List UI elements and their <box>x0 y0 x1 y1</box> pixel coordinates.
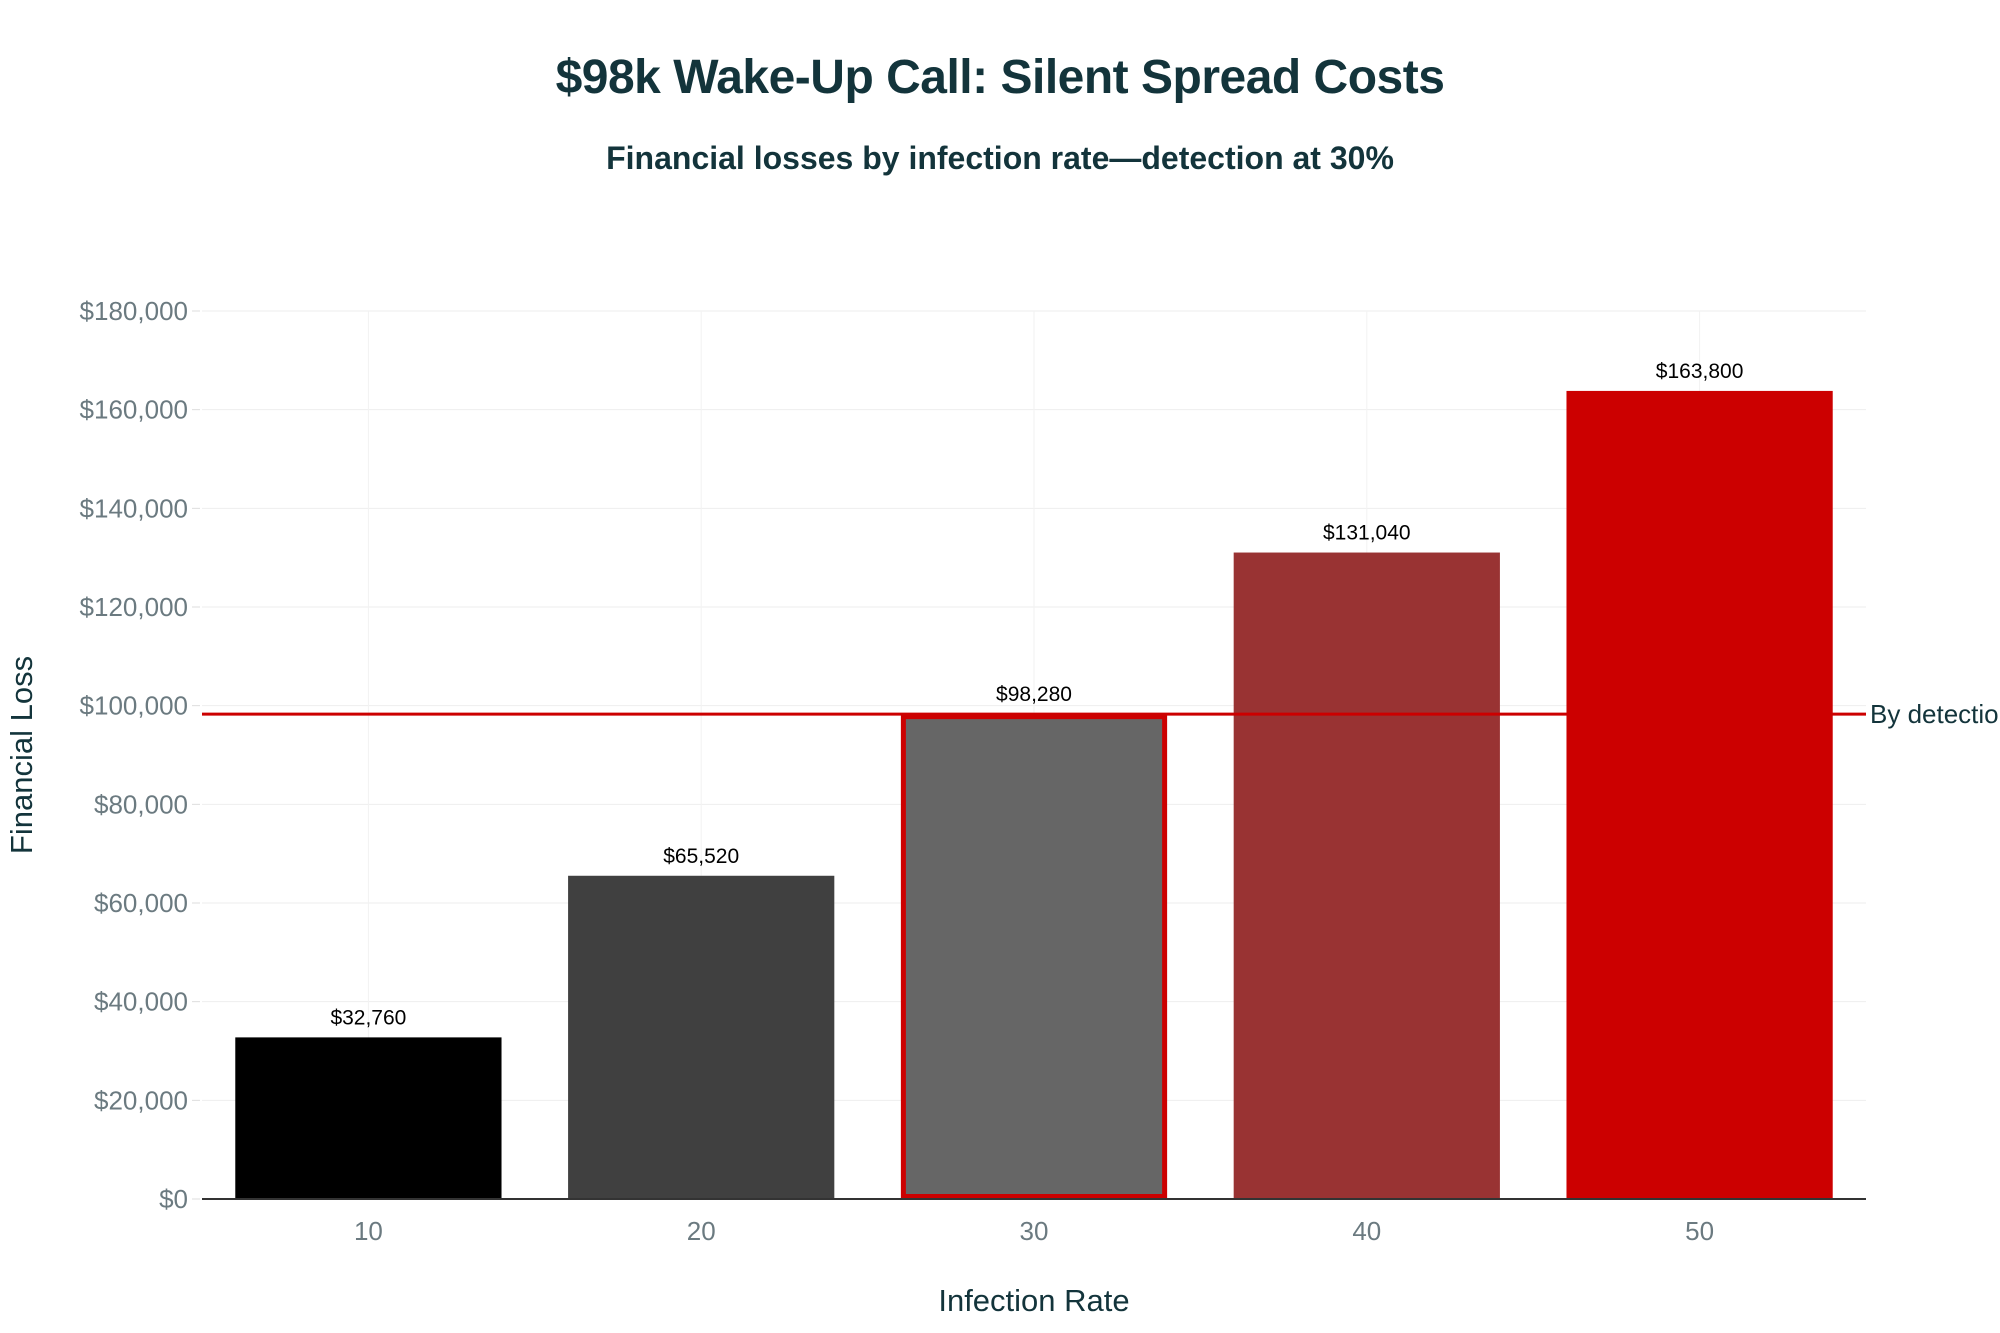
bar-40 <box>1233 552 1500 1199</box>
chart-title: $98k Wake-Up Call: Silent Spread Costs <box>555 51 1445 104</box>
y-tick-label: $60,000 <box>94 888 188 918</box>
data-label-30: $98,280 <box>996 683 1072 706</box>
y-tick-label: $140,000 <box>80 493 188 523</box>
data-label-40: $131,040 <box>1323 522 1411 545</box>
y-tick-label: $100,000 <box>80 691 188 721</box>
x-tick-label: 50 <box>1685 1216 1714 1246</box>
x-tick-label: 10 <box>354 1216 383 1246</box>
bar-20 <box>568 875 835 1199</box>
bar-30 <box>900 714 1168 1199</box>
y-tick-label: $160,000 <box>80 395 188 425</box>
bar-10 <box>235 1037 502 1199</box>
y-tick-label: $40,000 <box>94 987 188 1017</box>
axis-layer: $0 $20,000 $40,000 $60,000 $80,000 $100,000 $1… <box>80 296 1866 1246</box>
y-tick-label: $120,000 <box>80 592 188 622</box>
x-axis-title: Infection Rate <box>938 1283 1129 1318</box>
data-label-50: $163,800 <box>1656 360 1744 383</box>
bars-layer: $32,760 $65,520 $98,280 $131,040 $163,800 <box>235 360 1833 1199</box>
y-tick-label: $0 <box>159 1184 188 1214</box>
y-axis-title: Financial Loss <box>4 656 39 854</box>
y-tick-label: $20,000 <box>94 1085 188 1115</box>
data-label-10: $32,760 <box>330 1006 406 1029</box>
x-tick-label: 20 <box>687 1216 716 1246</box>
reference-line-label: By detection <box>1870 699 2000 729</box>
bar-50 <box>1566 390 1833 1199</box>
chart-subtitle: Financial losses by infection rate—detec… <box>606 140 1394 176</box>
reference-line-layer: By detection <box>202 699 2000 729</box>
x-tick-label: 40 <box>1352 1216 1381 1246</box>
y-tick-label: $80,000 <box>94 789 188 819</box>
y-tick-label: $180,000 <box>80 296 188 326</box>
data-label-20: $65,520 <box>663 845 739 868</box>
x-tick-label: 30 <box>1020 1216 1049 1246</box>
